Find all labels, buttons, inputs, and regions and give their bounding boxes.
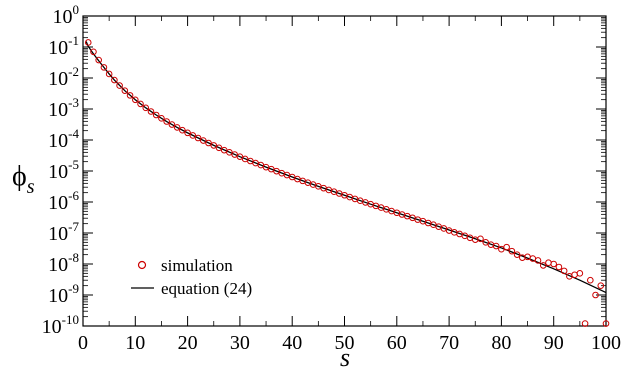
x-tick-label: 90 <box>544 332 564 354</box>
simulation-point <box>116 82 123 89</box>
simulation-point <box>587 276 594 284</box>
simulation-point <box>592 291 599 299</box>
y-axis-ticks: 10-10 10-9 10-8 10-7 10-6 10-5 10-4 10-3 10-2 10-… <box>42 2 606 338</box>
y-tick-label: 10-8 <box>48 250 79 276</box>
simulation-point <box>126 92 134 99</box>
y-tick-label: 10-2 <box>48 64 79 90</box>
y-tick-label: 10-5 <box>48 157 79 183</box>
simulation-point <box>179 126 186 134</box>
simulation-point <box>132 96 139 104</box>
x-tick-label: 20 <box>178 332 198 354</box>
simulation-point <box>199 137 207 144</box>
simulation-point <box>236 153 244 160</box>
equation-line-series <box>85 41 607 294</box>
y-tick-label: 100 <box>53 2 80 28</box>
legend-equation-label: equation (24) <box>161 279 252 298</box>
x-tick-label: 100 <box>591 332 621 354</box>
simulation-point <box>503 243 510 251</box>
simulation-point <box>550 260 558 268</box>
simulation-point <box>189 132 197 139</box>
y-tick-label: 10-10 <box>42 312 79 338</box>
y-tick-label: 10-3 <box>48 95 79 121</box>
simulation-point <box>95 56 102 64</box>
simulation-point <box>581 320 589 327</box>
simulation-point <box>555 263 563 271</box>
simulation-point <box>571 271 578 279</box>
simulation-point <box>539 262 547 269</box>
simulation-point <box>534 257 542 264</box>
simulation-point <box>215 144 223 152</box>
simulation-point <box>105 70 113 78</box>
x-axis-label: s <box>340 343 350 370</box>
simulation-point <box>477 235 484 243</box>
x-tick-label: 50 <box>335 332 355 354</box>
simulation-point <box>194 134 202 142</box>
simulation-point <box>576 270 584 277</box>
simulation-point <box>602 320 610 327</box>
simulation-point <box>597 282 605 289</box>
simulation-point <box>152 111 160 119</box>
simulation-point <box>508 247 516 255</box>
y-tick-label: 10-6 <box>48 188 79 214</box>
simulation-point <box>205 139 212 147</box>
y-axis-label: ϕs <box>12 161 35 198</box>
x-tick-label: 70 <box>439 332 459 354</box>
simulation-point <box>84 39 92 46</box>
simulation-point <box>545 259 552 267</box>
simulation-point <box>184 129 191 137</box>
simulation-point <box>100 64 108 71</box>
simulation-point <box>158 115 165 122</box>
y-tick-label: 10-9 <box>48 281 79 307</box>
simulation-point <box>210 142 218 149</box>
x-axis-ticks: 0 10 20 30 40 50 60 70 80 90 100 <box>78 16 621 354</box>
legend-simulation-marker <box>137 260 147 270</box>
x-tick-label: 0 <box>78 332 88 354</box>
simulation-point <box>111 76 118 84</box>
simulation-point <box>513 251 521 258</box>
simulation-point <box>147 108 155 115</box>
simulation-point <box>560 267 568 275</box>
legend: simulation equation (24) <box>131 256 252 298</box>
simulation-point <box>90 48 97 56</box>
x-tick-label: 40 <box>282 332 302 354</box>
simulation-point <box>173 124 181 131</box>
simulation-point <box>142 104 150 112</box>
simulation-point <box>121 87 129 94</box>
y-tick-label: 10-1 <box>48 33 79 59</box>
legend-simulation-label: simulation <box>161 256 233 275</box>
simulation-point <box>137 100 144 108</box>
x-tick-label: 80 <box>491 332 511 354</box>
x-tick-label: 60 <box>387 332 407 354</box>
simulation-point <box>168 121 176 128</box>
simulation-point <box>482 239 490 246</box>
x-tick-label: 30 <box>230 332 250 354</box>
x-tick-label: 10 <box>125 332 145 354</box>
equation-line <box>85 41 607 294</box>
y-tick-label: 10-7 <box>48 219 79 245</box>
y-tick-label: 10-4 <box>48 126 79 152</box>
simulation-point <box>492 242 500 250</box>
simulation-points-series <box>84 39 610 327</box>
simulation-point <box>163 118 170 125</box>
